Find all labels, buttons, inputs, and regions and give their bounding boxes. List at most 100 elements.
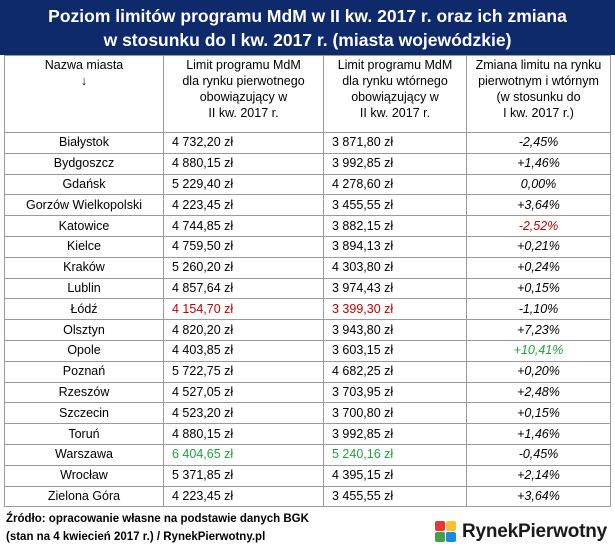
- table-row: Opole 4 403,85 zł 3 603,15 zł +10,41%: [4, 339, 611, 362]
- table-row: Gorzów Wielkopolski 4 223,45 zł 3 455,55 z…: [4, 194, 611, 217]
- change-cell: +2,48%: [466, 381, 611, 404]
- primary-limit-cell: 4 223,45 zł: [163, 194, 324, 217]
- city-cell: Opole: [4, 339, 164, 362]
- primary-limit-cell: 4 857,64 zł: [163, 277, 324, 300]
- primary-limit-cell: 5 260,20 zł: [163, 256, 324, 279]
- table-row: Szczecin 4 523,20 zł 3 700,80 zł +0,15%: [4, 402, 611, 425]
- title-line-1: Poziom limitów programu MdM w II kw. 201…: [48, 6, 567, 26]
- primary-limit-cell: 4 820,20 zł: [163, 319, 324, 341]
- change-cell: +10,41%: [466, 339, 611, 362]
- city-cell: Łódź: [4, 298, 164, 321]
- city-cell: Poznań: [4, 360, 164, 383]
- secondary-limit-cell: 3 974,43 zł: [323, 277, 467, 300]
- city-cell: Szczecin: [4, 402, 164, 425]
- header-city-line: Nazwa miasta: [44, 58, 124, 72]
- city-cell: Białystok: [4, 132, 164, 154]
- table-row: Warszawa 6 404,65 zł 5 240,16 zł -0,45%: [4, 443, 611, 466]
- change-cell: -2,52%: [466, 215, 611, 237]
- secondary-limit-cell: 3 455,55 zł: [323, 485, 467, 508]
- logo-square-red: [434, 521, 445, 532]
- secondary-limit-cell: 3 992,85 zł: [323, 423, 467, 445]
- primary-limit-cell: 5 229,40 zł: [163, 173, 324, 196]
- primary-limit-cell: 6 404,65 zł: [163, 443, 324, 466]
- change-cell: -0,45%: [466, 443, 611, 466]
- logo-mark-icon: [434, 521, 457, 543]
- change-cell: +0,24%: [466, 256, 611, 279]
- secondary-limit-cell: 3 871,80 zł: [323, 132, 467, 154]
- table-row: Kraków 5 260,20 zł 4 303,80 zł +0,24%: [4, 256, 611, 279]
- table-row: Olsztyn 4 820,20 zł 3 943,80 zł +7,23%: [4, 319, 611, 341]
- city-cell: Rzeszów: [4, 381, 164, 404]
- footer: Źródło: opracowanie własne na podstawie …: [0, 507, 615, 557]
- chart-title: Poziom limitów programu MdM w II kw. 201…: [0, 0, 615, 55]
- secondary-limit-cell: 4 395,15 zł: [323, 464, 467, 487]
- table-row: Katowice 4 744,85 zł 3 882,15 zł -2,52%: [4, 215, 611, 237]
- title-line-2: w stosunku do I kw. 2017 r. (miasta woje…: [103, 30, 512, 50]
- table-row: Poznań 5 722,75 zł 4 682,25 zł +0,20%: [4, 360, 611, 383]
- city-cell: Wrocław: [4, 464, 164, 487]
- header-primary-line: dla rynku pierwotnego: [182, 74, 305, 88]
- header-secondary-line: II kw. 2017 r.: [359, 106, 431, 120]
- change-cell: +2,14%: [466, 464, 611, 487]
- header-change-line: I kw. 2017 r.): [503, 106, 574, 120]
- header-secondary-line: Limit programu MdM: [337, 58, 453, 72]
- change-cell: -1,10%: [466, 298, 611, 321]
- header-primary-line: Limit programu MdM: [186, 58, 301, 72]
- header-primary-limit: Limit programu MdM dla rynku pierwotnego o…: [163, 55, 324, 133]
- header-secondary-line: dla rynku wtórnego: [342, 74, 448, 88]
- primary-limit-cell: 4 880,15 zł: [163, 152, 324, 175]
- source-note: Źródło: opracowanie własne na podstawie …: [6, 510, 309, 546]
- primary-limit-cell: 4 527,05 zł: [163, 381, 324, 404]
- city-cell: Lublin: [4, 277, 164, 300]
- secondary-limit-cell: 3 603,15 zł: [323, 339, 467, 362]
- source-line-1: Źródło: opracowanie własne na podstawie …: [6, 513, 309, 526]
- table-row: Rzeszów 4 527,05 zł 3 703,95 zł +2,48%: [4, 381, 611, 404]
- change-cell: -2,45%: [466, 132, 611, 154]
- secondary-limit-cell: 3 943,80 zł: [323, 319, 467, 341]
- city-cell: Kielce: [4, 235, 164, 258]
- city-cell: Katowice: [4, 215, 164, 237]
- logo-square-green: [434, 532, 445, 543]
- primary-limit-cell: 5 722,75 zł: [163, 360, 324, 383]
- header-change-line: pierwotnym i wtórnym: [478, 74, 599, 88]
- secondary-limit-cell: 3 399,30 zł: [323, 298, 467, 321]
- change-cell: +0,20%: [466, 360, 611, 383]
- table-row: Lublin 4 857,64 zł 3 974,43 zł +0,15%: [4, 277, 611, 300]
- header-city: Nazwa miasta ↓: [4, 55, 164, 133]
- source-line-2: (stan na 4 kwiecień 2017 r.) / RynekPier…: [6, 531, 266, 544]
- primary-limit-cell: 4 732,20 zł: [163, 132, 324, 154]
- header-row: Nazwa miasta ↓ Limit programu MdM dla rynk…: [4, 55, 611, 133]
- table-row: Łódź 4 154,70 zł 3 399,30 zł -1,10%: [4, 298, 611, 321]
- secondary-limit-cell: 3 700,80 zł: [323, 402, 467, 425]
- header-change: Zmiana limitu na rynku pierwotnym i wtórn…: [466, 55, 611, 133]
- change-cell: +0,21%: [466, 235, 611, 258]
- city-cell: Kraków: [4, 256, 164, 279]
- change-cell: +1,46%: [466, 152, 611, 175]
- primary-limit-cell: 5 371,85 zł: [163, 464, 324, 487]
- logo-text: RynekPierwotny: [461, 521, 607, 543]
- header-city-line: ↓: [80, 74, 88, 88]
- primary-limit-cell: 4 880,15 zł: [163, 423, 324, 445]
- primary-limit-cell: 4 759,50 zł: [163, 235, 324, 258]
- table-row: Wrocław 5 371,85 zł 4 395,15 zł +2,14%: [4, 464, 611, 487]
- city-cell: Olsztyn: [4, 319, 164, 341]
- header-change-line: Zmiana limitu na rynku: [475, 58, 602, 72]
- city-cell: Zielona Góra: [4, 485, 164, 508]
- city-cell: Toruń: [4, 423, 164, 445]
- city-cell: Bydgoszcz: [4, 152, 164, 175]
- secondary-limit-cell: 4 682,25 zł: [323, 360, 467, 383]
- rynekpierwotny-logo: RynekPierwotny: [434, 521, 607, 543]
- change-cell: +1,46%: [466, 423, 611, 445]
- primary-limit-cell: 4 154,70 zł: [163, 298, 324, 321]
- table-row: Gdańsk 5 229,40 zł 4 278,60 zł 0,00%: [4, 173, 611, 196]
- header-secondary-line: obowiązujący w: [351, 90, 439, 104]
- table-row: Bydgoszcz 4 880,15 zł 3 992,85 zł +1,46%: [4, 152, 611, 175]
- header-secondary-limit: Limit programu MdM dla rynku wtórnego obow…: [323, 55, 467, 133]
- header-primary-line: II kw. 2017 r.: [208, 106, 279, 120]
- change-cell: +3,64%: [466, 485, 611, 508]
- secondary-limit-cell: 3 894,13 zł: [323, 235, 467, 258]
- logo-square-yellow: [445, 521, 456, 532]
- table-row: Toruń 4 880,15 zł 3 992,85 zł +1,46%: [4, 423, 611, 445]
- primary-limit-cell: 4 744,85 zł: [163, 215, 324, 237]
- change-cell: 0,00%: [466, 173, 611, 196]
